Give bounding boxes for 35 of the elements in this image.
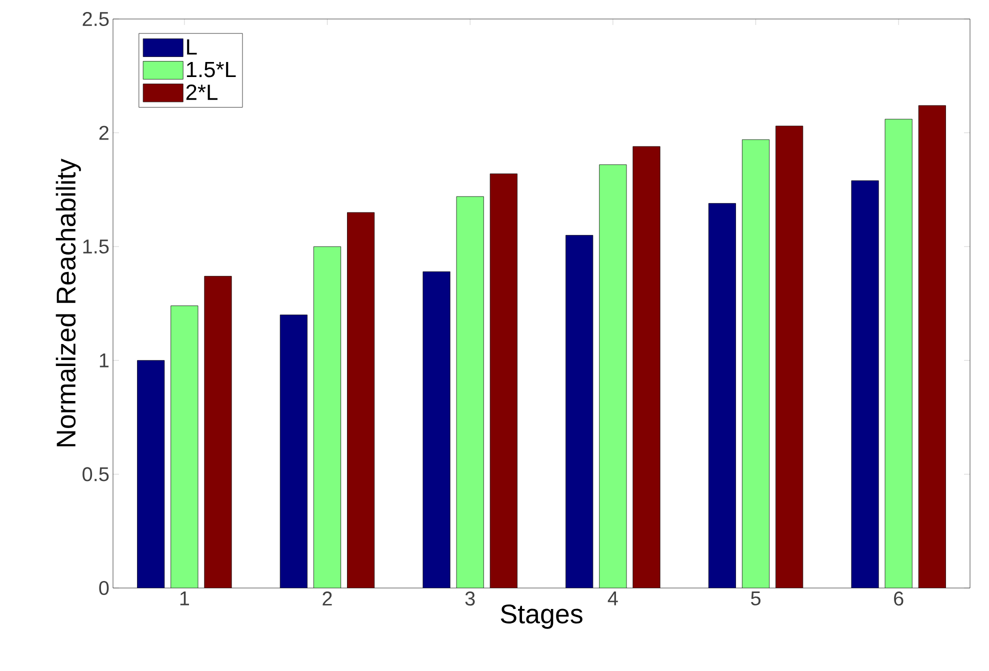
bar bbox=[280, 314, 308, 588]
bar bbox=[884, 118, 912, 588]
x-tick-label: 3 bbox=[465, 592, 475, 606]
y-tick-label: 0.5 bbox=[82, 467, 109, 482]
bar bbox=[566, 235, 594, 588]
y-axis-title: Normalized Reachability bbox=[56, 158, 81, 446]
y-tick-label: 2 bbox=[99, 126, 108, 140]
x-tick-label: 5 bbox=[751, 592, 760, 606]
bar bbox=[632, 146, 660, 588]
y-tick-label: 1 bbox=[100, 354, 109, 368]
x-tick-label: 2 bbox=[322, 592, 332, 606]
bar bbox=[170, 306, 198, 588]
legend-label: L bbox=[187, 39, 197, 54]
bar bbox=[422, 271, 450, 588]
y-tick-label: 0 bbox=[99, 580, 109, 596]
bar bbox=[490, 174, 518, 588]
x-axis-title: Stages bbox=[500, 604, 582, 629]
y-tick-label: 2.5 bbox=[82, 12, 109, 26]
bar bbox=[599, 164, 627, 588]
y-tick-label: 1.5 bbox=[83, 240, 109, 254]
bar bbox=[918, 105, 946, 588]
legend-label: 1.5*L bbox=[186, 62, 236, 78]
bar bbox=[347, 212, 375, 588]
legend-label: 2*L bbox=[186, 84, 218, 100]
bar bbox=[851, 180, 879, 588]
bar bbox=[313, 246, 342, 588]
bar bbox=[742, 139, 770, 588]
x-tick-label: 4 bbox=[608, 592, 618, 606]
bar bbox=[137, 360, 165, 588]
x-tick-label: 6 bbox=[894, 592, 904, 606]
bar bbox=[776, 126, 804, 588]
x-tick-label: 1 bbox=[180, 592, 189, 606]
bar bbox=[204, 276, 232, 588]
bar bbox=[456, 196, 484, 588]
bar bbox=[708, 203, 736, 588]
